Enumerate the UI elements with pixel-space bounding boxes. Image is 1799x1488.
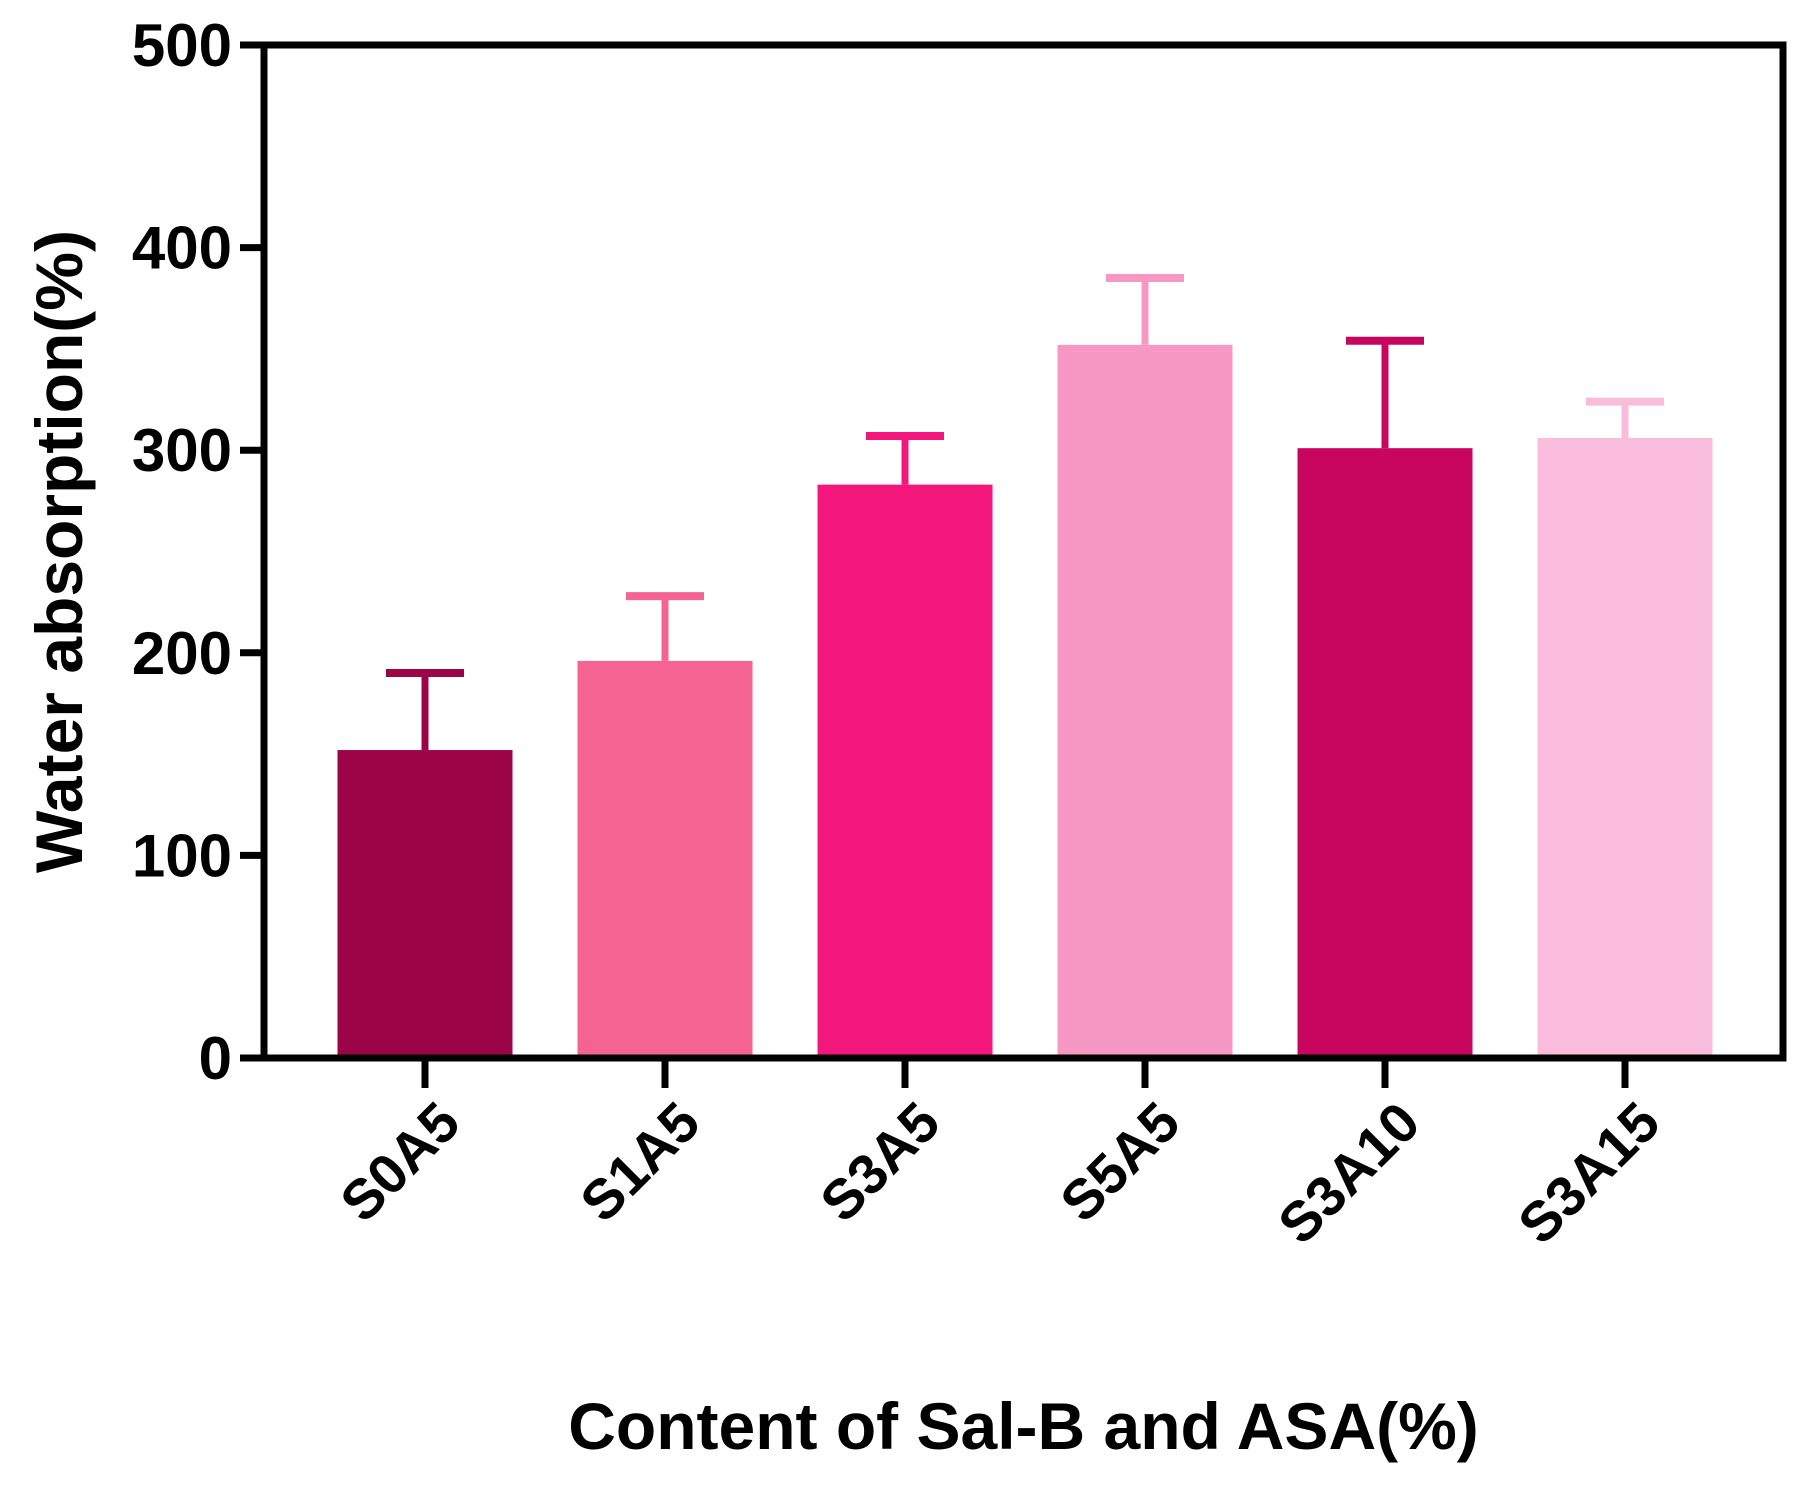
y-tick-label-500: 500 xyxy=(132,12,232,79)
bar-s0a5 xyxy=(337,750,513,1058)
x-axis-ticks: S0A5 S1A5 S3A5 S5A5 S3A10 S3A15 xyxy=(328,1058,1672,1256)
x-tick-label-s1a5: S1A5 xyxy=(568,1090,712,1234)
x-tick-label-s3a15: S3A15 xyxy=(1506,1090,1672,1256)
bars-layer xyxy=(337,344,1713,1059)
y-tick-label-200: 200 xyxy=(132,620,232,687)
error-bars-layer xyxy=(386,273,1664,751)
y-axis-ticks: 0 100 200 300 400 500 xyxy=(132,12,264,1092)
bar-s3a15 xyxy=(1537,438,1713,1058)
x-tick-label-s3a5: S3A5 xyxy=(808,1090,952,1234)
y-tick-label-300: 300 xyxy=(132,417,232,484)
bar-s5a5 xyxy=(1057,344,1233,1058)
y-tick-label-100: 100 xyxy=(132,822,232,889)
x-tick-label-s3a10: S3A10 xyxy=(1266,1090,1432,1256)
bar-s3a10 xyxy=(1297,448,1473,1058)
x-tick-label-s0a5: S0A5 xyxy=(328,1090,472,1234)
y-tick-label-0: 0 xyxy=(199,1025,232,1092)
x-axis-title: Content of Sal-B and ASA(%) xyxy=(568,1389,1479,1463)
y-tick-label-400: 400 xyxy=(132,215,232,282)
bar-s1a5 xyxy=(577,660,753,1058)
x-tick-label-s5a5: S5A5 xyxy=(1048,1090,1192,1234)
y-axis-title: Water absorption(%) xyxy=(22,230,96,873)
plot-frame xyxy=(260,41,1787,1062)
bar-s3a5 xyxy=(817,484,993,1059)
